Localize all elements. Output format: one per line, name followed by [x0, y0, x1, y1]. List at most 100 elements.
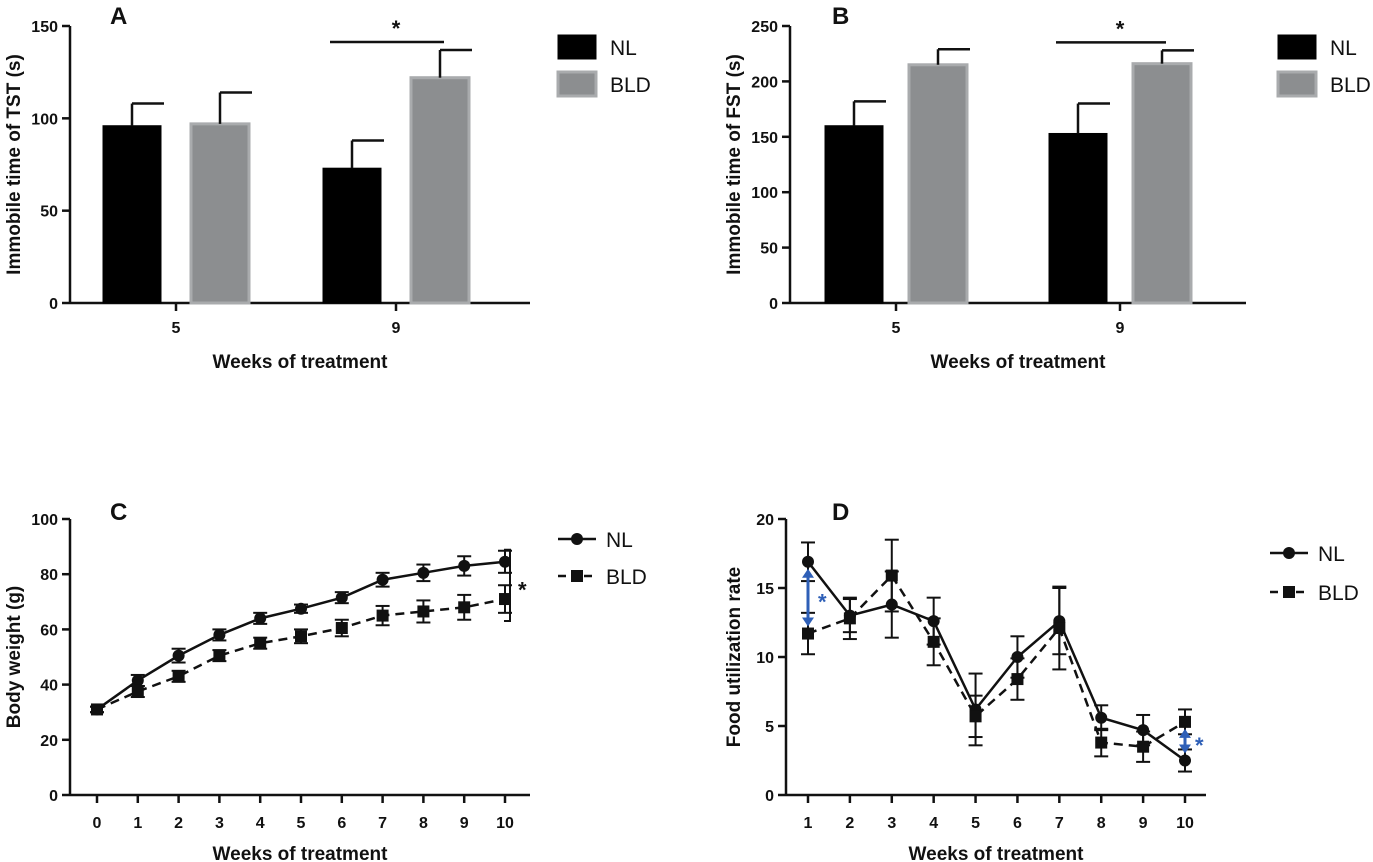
data-point-bld	[91, 703, 103, 716]
significance-star: *	[1116, 16, 1125, 41]
data-point-bld	[499, 593, 511, 606]
x-tick-label: 10	[496, 815, 514, 832]
panel-letter-d: D	[832, 499, 849, 526]
data-point-nl	[1011, 651, 1024, 663]
x-tick-label: 3	[215, 815, 224, 832]
x-tick-label: 2	[174, 815, 183, 832]
arrow-head-up	[802, 568, 814, 578]
x-tick-label: 5	[971, 815, 980, 832]
arrow-head-up	[1179, 728, 1191, 738]
x-tick-label: 8	[1097, 815, 1106, 832]
significance-bracket	[504, 548, 511, 623]
legend-swatch-nl	[1277, 34, 1317, 60]
bar-nl	[102, 125, 162, 304]
x-tick-label: 4	[256, 815, 265, 832]
x-tick-label: 3	[887, 815, 896, 832]
legend-marker-nl	[571, 533, 583, 545]
data-point-bld	[172, 670, 185, 683]
y-tick-label: 20	[40, 733, 58, 750]
legend-label-bld: BLD	[1318, 582, 1359, 605]
y-axis-title: Food utilization rate	[724, 567, 745, 748]
data-point-bld	[458, 601, 471, 614]
data-point-nl	[172, 649, 185, 662]
data-point-bld	[843, 612, 856, 625]
arrow-head-down	[802, 617, 814, 627]
arrow-head-down	[1179, 744, 1191, 754]
x-tick-label: 0	[93, 815, 102, 832]
panel-letter-c: C	[110, 499, 127, 526]
legend-marker-bld	[1283, 586, 1295, 598]
data-point-bld	[885, 569, 898, 582]
bar-bld	[907, 63, 969, 305]
x-tick-label: 9	[1139, 815, 1148, 832]
bar-nl	[1048, 132, 1108, 304]
legend-marker-bld	[571, 570, 583, 582]
data-point-bld	[969, 710, 982, 723]
x-tick-label: 6	[337, 815, 346, 832]
data-point-bld	[1011, 673, 1024, 686]
data-point-nl	[1179, 754, 1191, 767]
legend-label-bld: BLD	[610, 74, 651, 97]
data-point-bld	[295, 630, 307, 643]
legend-label-nl: NL	[1318, 543, 1345, 566]
data-point-nl	[295, 602, 307, 615]
significance-star: *	[1195, 733, 1204, 758]
x-tick-label: 5	[892, 320, 901, 337]
bar-nl	[322, 167, 382, 304]
significance-star: *	[392, 16, 401, 41]
legend-label-nl: NL	[1330, 37, 1357, 60]
data-point-bld	[1053, 622, 1066, 635]
data-point-nl	[376, 573, 389, 586]
data-point-bld	[1179, 715, 1191, 728]
data-point-nl	[1095, 711, 1108, 724]
data-point-bld	[927, 635, 940, 648]
x-tick-label: 4	[929, 815, 938, 832]
y-tick-label: 0	[769, 296, 778, 313]
y-axis-title: Body weight (g)	[4, 586, 25, 728]
panel-a: A 0 50 100 150 Immobile time of TST (s) Weeks …	[4, 3, 651, 373]
x-tick-label: 6	[1013, 815, 1022, 832]
data-point-bld	[417, 605, 430, 618]
y-tick-label: 50	[760, 241, 778, 258]
x-tick-label: 2	[845, 815, 854, 832]
significance-star: *	[818, 590, 827, 615]
series-line-bld	[807, 573, 1186, 748]
legend-label-nl: NL	[610, 37, 637, 60]
y-tick-label: 60	[40, 622, 58, 639]
data-point-bld	[376, 609, 389, 622]
y-tick-label: 150	[751, 130, 778, 147]
bar-nl	[824, 125, 884, 304]
data-point-nl	[458, 559, 471, 572]
y-tick-label: 80	[40, 567, 58, 584]
legend-swatch-nl	[557, 34, 597, 60]
data-point-bld	[1095, 736, 1108, 749]
y-tick-label: 0	[765, 788, 774, 805]
significance-star: *	[518, 577, 527, 602]
bar-bld	[409, 76, 471, 305]
bar-bld	[1131, 62, 1193, 305]
data-point-bld	[254, 637, 267, 650]
legend-label-bld: BLD	[1330, 74, 1371, 97]
x-axis-title: Weeks of treatment	[213, 352, 389, 373]
data-point-nl	[499, 555, 511, 568]
y-tick-label: 150	[31, 19, 58, 36]
x-tick-label: 1	[804, 815, 813, 832]
data-point-bld	[335, 622, 348, 635]
x-tick-label: 5	[172, 320, 181, 337]
x-tick-label: 7	[1055, 815, 1064, 832]
x-tick-label: 9	[1116, 320, 1125, 337]
legend-label-nl: NL	[606, 529, 633, 552]
y-axis-title: Immobile time of TST (s)	[4, 54, 25, 275]
y-tick-label: 50	[40, 204, 58, 221]
data-point-nl	[254, 612, 267, 625]
series-line-nl	[807, 561, 1186, 762]
legend-swatch-bld	[1276, 70, 1318, 98]
panel-letter-a: A	[110, 3, 127, 30]
y-axis-title: Immobile time of FST (s)	[724, 54, 745, 275]
y-tick-label: 10	[756, 650, 774, 667]
x-tick-label: 9	[392, 320, 401, 337]
y-tick-label: 100	[31, 111, 58, 128]
